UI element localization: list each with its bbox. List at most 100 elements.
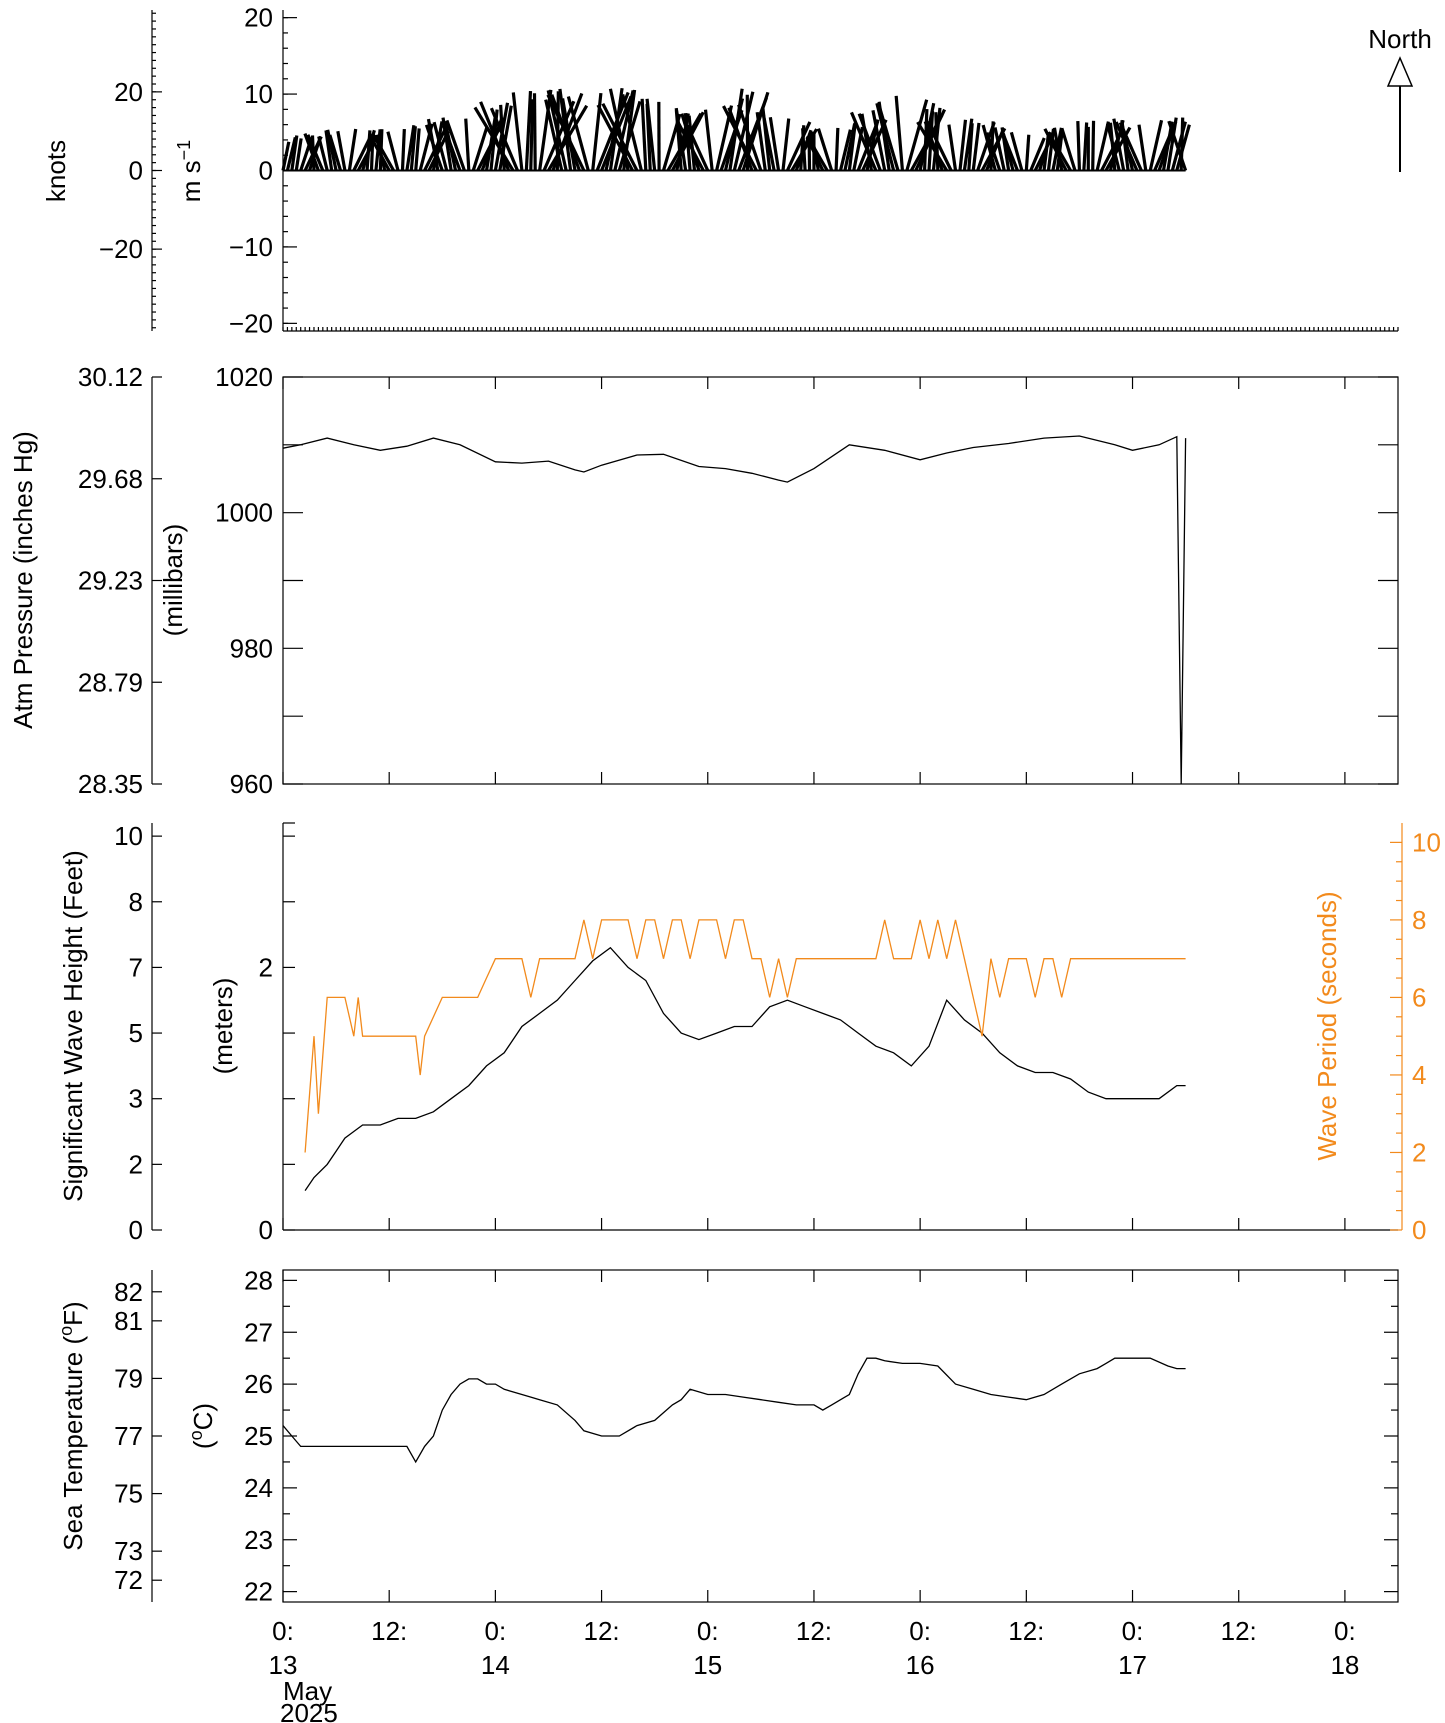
temp-celsius-tick-label: 22	[244, 1577, 273, 1607]
wind-vector	[566, 96, 590, 171]
wind-vector	[1112, 118, 1126, 171]
temp-fahrenheit-tick-label: 77	[114, 1421, 143, 1451]
temp-fahrenheit-label-text: Sea Temperature (	[58, 1336, 88, 1551]
wind-vector	[538, 89, 553, 171]
wave-feet-tick-label: 3	[129, 1084, 143, 1114]
hour-tick-label: 12:	[583, 1616, 619, 1646]
wind-vector	[922, 109, 929, 171]
wind-vector	[479, 101, 511, 172]
wind-vector	[645, 98, 657, 171]
wind-vector	[816, 128, 834, 171]
wave-period-tick-label: 6	[1412, 982, 1426, 1012]
wave-feet-tick-label: 5	[129, 1018, 143, 1048]
wave-feet-tick-label: 8	[129, 887, 143, 917]
wind-vector	[424, 124, 444, 172]
wind-vector	[985, 128, 1005, 172]
wind-vector	[561, 98, 577, 171]
wind-vector	[328, 134, 343, 171]
wind-vector	[947, 124, 958, 171]
wind-vector	[871, 110, 887, 171]
wave-period-tick-label: 8	[1412, 905, 1426, 935]
wind-vector	[967, 123, 974, 171]
wind-vector	[993, 127, 1006, 171]
hour-tick-label: 0:	[1334, 1616, 1356, 1646]
wind-vector	[601, 102, 639, 172]
wind-vector	[442, 124, 462, 172]
hour-tick-label: 12:	[371, 1616, 407, 1646]
wave-height-line	[304, 946, 1186, 1191]
wind-vector	[801, 128, 807, 171]
wind-ms-base: m s	[176, 160, 206, 202]
wind-vector	[290, 135, 299, 171]
wind-vector	[1060, 127, 1077, 171]
wind-vector	[294, 138, 303, 171]
wind-vector	[445, 119, 466, 172]
wind-inner-tick-label: 0	[259, 156, 273, 186]
temp-fahrenheit-label-degree: o	[56, 1326, 76, 1336]
wind-vector	[532, 93, 537, 171]
wave-feet-tick-label: 10	[114, 821, 143, 851]
hour-tick-label: 12:	[1008, 1616, 1044, 1646]
wind-vector	[1167, 120, 1188, 172]
wind-vector	[484, 116, 497, 171]
wind-vector	[306, 134, 325, 172]
pressure-panel: 1020 1000 980 960 30.12 29.68 29.23 28.79 28.35 A…	[8, 362, 1399, 799]
pressure-mb-tick-label: 1000	[215, 498, 273, 528]
wind-vector	[1076, 120, 1082, 171]
wind-vector	[805, 135, 829, 172]
wave-feet-label: Significant Wave Height (Feet)	[58, 850, 88, 1202]
temp-fahrenheit-tick-label: 79	[114, 1363, 143, 1393]
wind-vector	[371, 132, 396, 172]
wind-vector	[1024, 134, 1031, 171]
wind-vector	[1118, 121, 1143, 172]
wind-left-tick-label: 0	[129, 156, 143, 186]
north-arrow-head	[1386, 56, 1414, 87]
wind-vector	[285, 137, 297, 171]
wind-vector	[722, 105, 758, 172]
wind-vector	[1009, 131, 1024, 171]
wind-vector	[613, 90, 635, 171]
wind-vector	[875, 102, 896, 171]
wind-vector	[1166, 117, 1178, 171]
wave-meters-label: (meters)	[208, 978, 238, 1075]
wind-vector	[703, 109, 714, 171]
pressure-frame	[282, 376, 1399, 785]
wind-vector	[324, 130, 334, 171]
pressure-inhg-tick-label: 28.35	[78, 769, 143, 799]
wave-period-tick-label: 2	[1412, 1137, 1426, 1167]
wind-vector	[760, 109, 776, 171]
temp-celsius-label: (oC)	[186, 1403, 218, 1449]
month-label: May	[283, 1676, 332, 1706]
pressure-mb-tick-label: 980	[230, 633, 273, 663]
wind-vector	[838, 129, 852, 171]
wind-inner-tick-label: −10	[229, 232, 273, 262]
wind-vector	[414, 128, 421, 171]
pressure-mb-tick-label: 1020	[215, 362, 273, 392]
temp-celsius-label-unit: C)	[188, 1403, 218, 1430]
wind-vector	[1148, 119, 1164, 171]
wind-vector	[916, 121, 949, 172]
wind-vector	[546, 94, 586, 172]
temp-celsius-tick-label: 27	[244, 1317, 273, 1347]
temp-fahrenheit-label: Sea Temperature (oF)	[56, 1301, 88, 1550]
wind-vector	[464, 118, 471, 171]
wind-vector	[732, 91, 755, 171]
temp-celsius-tick-label: 23	[244, 1525, 273, 1555]
wind-panel: 20 10 0 −10 −20 20 0 −20 knots m s−1	[41, 3, 1399, 338]
wind-vector	[529, 99, 535, 171]
temp-fahrenheit-tick-label: 75	[114, 1479, 143, 1509]
wave-period-tick-label: 0	[1412, 1215, 1426, 1245]
pressure-inhg-tick-label: 29.23	[78, 566, 143, 596]
wind-vector	[524, 90, 533, 171]
wind-vector	[958, 119, 968, 171]
wind-vector	[1105, 123, 1121, 171]
wave-period-label: Wave Period (seconds)	[1312, 891, 1342, 1160]
wind-vector	[1082, 122, 1089, 171]
temp-fahrenheit-tick-label: 82	[114, 1277, 143, 1307]
wind-vector	[336, 130, 347, 171]
wind-vector	[674, 107, 688, 171]
wind-vector	[640, 98, 648, 171]
wind-left-tick-label: 20	[114, 77, 143, 107]
wind-vector	[905, 99, 929, 171]
